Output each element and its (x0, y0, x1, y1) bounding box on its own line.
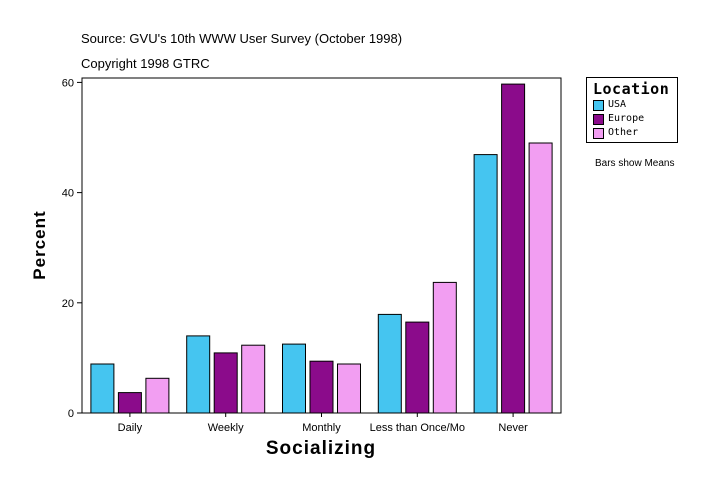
x-tick-label-less-than-once-mo: Less than Once/Mo (370, 422, 465, 434)
y-axis-label: Percent (30, 210, 49, 280)
x-tick-label-never: Never (498, 422, 528, 434)
legend-swatch-usa (593, 100, 604, 111)
legend: Location USA Europe Other (586, 77, 678, 143)
x-tick-label-weekly: Weekly (208, 422, 244, 434)
legend-label-usa: USA (608, 99, 627, 110)
bar-never-usa (473, 154, 498, 414)
bar-never-other (528, 142, 553, 414)
bar-less-than-once-mo-europe (405, 321, 430, 414)
x-tick-label-monthly: Monthly (302, 422, 341, 434)
legend-label-other: Other (608, 127, 639, 138)
legend-swatch-other (593, 128, 604, 139)
legend-title: Location (593, 80, 670, 98)
bar-less-than-once-mo-usa (377, 313, 402, 414)
y-tick-label-40: 40 (62, 188, 74, 200)
copyright-caption: Copyright 1998 GTRC (81, 56, 210, 71)
bar-less-than-once-mo-other (432, 281, 457, 414)
bar-weekly-other (241, 344, 266, 414)
bar-weekly-usa (186, 335, 211, 414)
bar-weekly-europe (213, 352, 238, 414)
y-tick-label-0: 0 (68, 408, 74, 420)
y-tick-label-20: 20 (62, 298, 74, 310)
x-axis-label: Socializing (265, 438, 377, 459)
bar-monthly-usa (282, 343, 306, 414)
bar-never-europe (501, 83, 526, 414)
bar-daily-usa (90, 363, 115, 414)
bar-monthly-europe (309, 360, 334, 414)
bars-show-means-note: Bars show Means (595, 158, 675, 169)
bar-monthly-other (337, 363, 361, 414)
legend-swatch-europe (593, 114, 604, 125)
source-caption: Source: GVU's 10th WWW User Survey (Octo… (81, 31, 403, 46)
legend-label-europe: Europe (608, 113, 645, 124)
bar-daily-europe (117, 392, 142, 414)
y-tick-label-60: 60 (62, 77, 74, 89)
bar-daily-other (145, 377, 170, 414)
x-tick-label-daily: Daily (118, 422, 143, 434)
